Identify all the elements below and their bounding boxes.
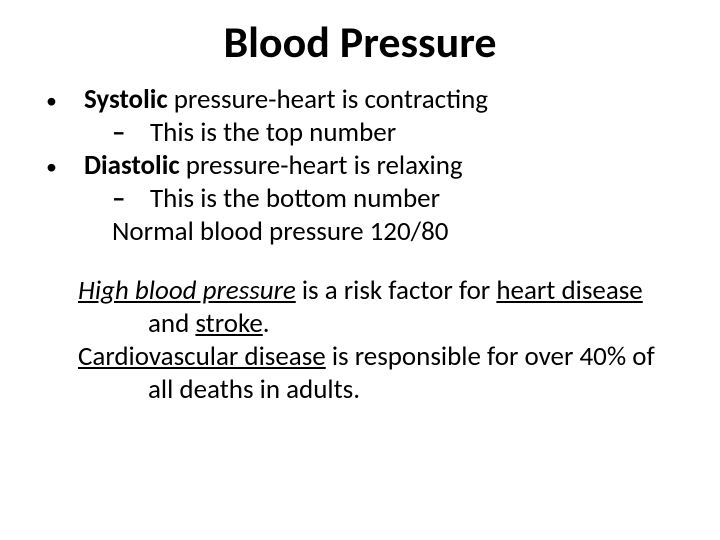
slide-title: Blood Pressure <box>40 18 680 66</box>
paragraph-cvd: Cardiovascular disease is responsible fo… <box>40 341 680 407</box>
dash-marker: – <box>112 183 150 216</box>
sub-bullet-item: – This is the top number <box>40 117 680 150</box>
sub-bullet-text: This is the bottom number <box>150 183 440 216</box>
sub-bullet-text: This is the top number <box>150 117 396 150</box>
bullet-item: • Diastolic pressure-heart is relaxing <box>40 150 680 183</box>
paragraph-high-bp: High blood pressure is a risk factor for… <box>40 275 680 341</box>
slide-body: • Systolic pressure-heart is contracting… <box>40 84 680 407</box>
bullet-marker: • <box>40 84 84 117</box>
bullet-item: • Systolic pressure-heart is contracting <box>40 84 680 117</box>
normal-bp-line: Normal blood pressure 120/80 <box>40 216 680 249</box>
sub-bullet-item: – This is the bottom number <box>40 183 680 216</box>
bullet-text: Systolic pressure-heart is contracting <box>84 84 488 117</box>
slide: Blood Pressure • Systolic pressure-heart… <box>0 0 720 540</box>
bullet-marker: • <box>40 150 84 183</box>
dash-marker: – <box>112 117 150 150</box>
bullet-text: Diastolic pressure-heart is relaxing <box>84 150 463 183</box>
